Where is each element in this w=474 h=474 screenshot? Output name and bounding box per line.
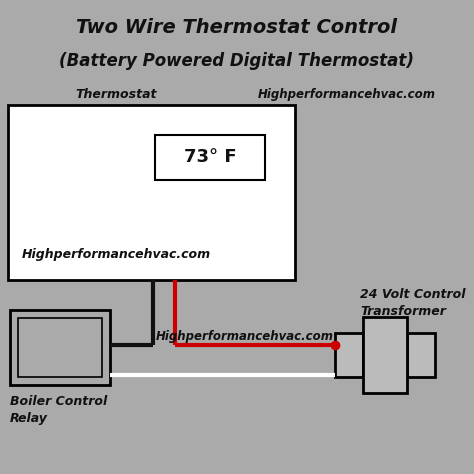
Text: Two Wire Thermostat Control: Two Wire Thermostat Control (76, 18, 398, 37)
Text: (Battery Powered Digital Thermostat): (Battery Powered Digital Thermostat) (60, 52, 414, 70)
Text: Boiler Control
Relay: Boiler Control Relay (10, 395, 107, 425)
Text: Highperformancehvac.com: Highperformancehvac.com (22, 248, 211, 261)
Text: Highperformancehvac.com: Highperformancehvac.com (258, 88, 436, 101)
Bar (407, 333, 435, 377)
Bar (18, 318, 102, 377)
Bar (335, 333, 363, 377)
Text: Thermostat: Thermostat (75, 88, 156, 101)
Bar (155, 135, 265, 180)
Bar (8, 105, 295, 280)
Bar (363, 317, 407, 393)
Text: Highperformancehvac.com: Highperformancehvac.com (156, 330, 334, 343)
Bar (10, 310, 110, 385)
Text: 73° F: 73° F (184, 148, 237, 166)
Text: 24 Volt Control
Transformer: 24 Volt Control Transformer (360, 288, 465, 318)
